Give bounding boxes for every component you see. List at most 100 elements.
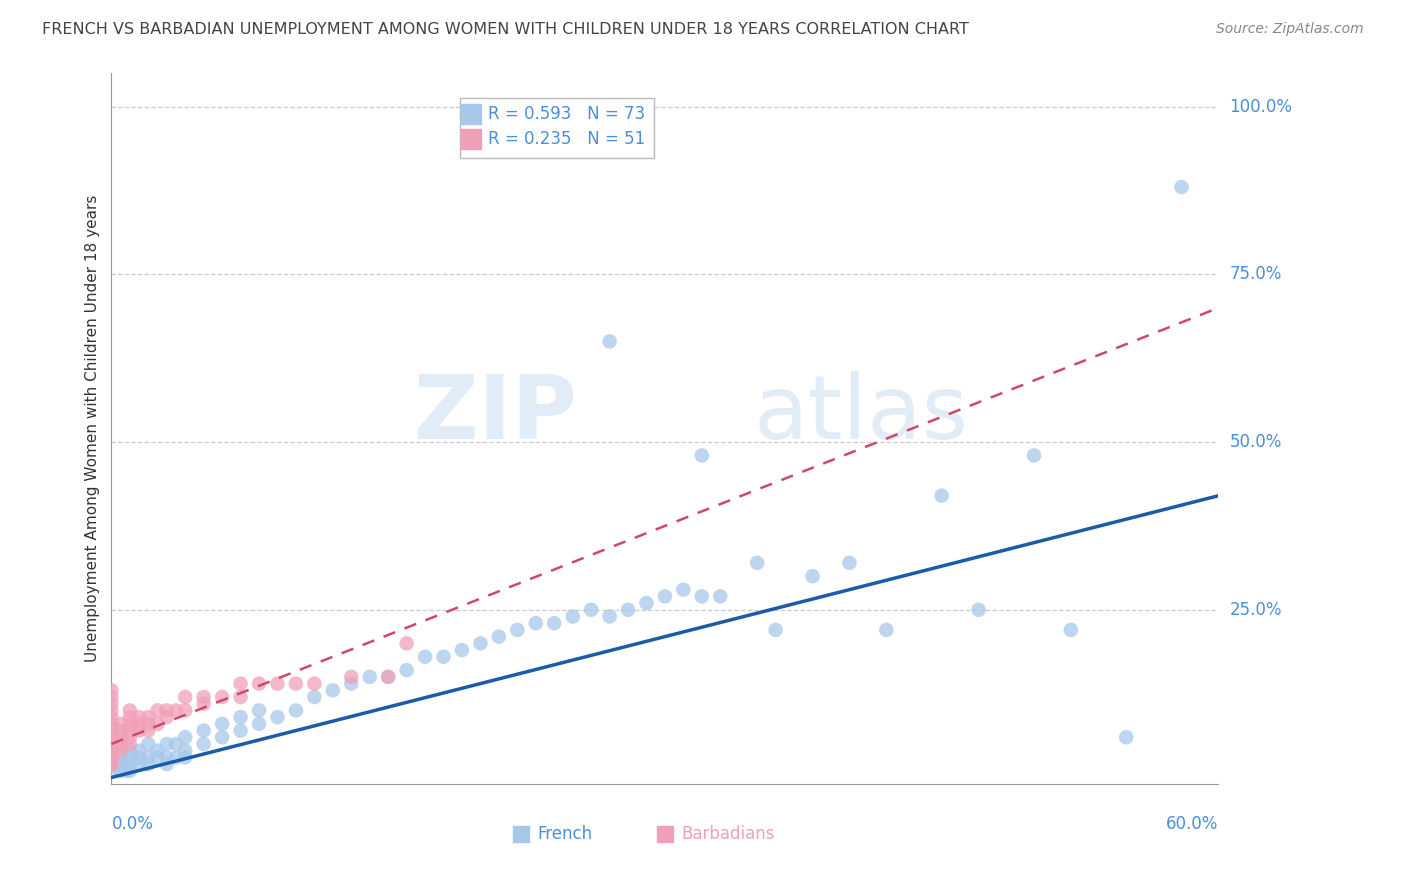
Point [247,716,270,731]
Point [110,723,132,738]
Point [413,649,436,664]
Point [165,703,187,717]
Point [266,710,288,724]
Text: Source: ZipAtlas.com: Source: ZipAtlas.com [1216,22,1364,37]
Point [359,670,381,684]
Point [174,690,197,704]
Point [156,737,179,751]
Text: 0.0%: 0.0% [111,814,153,833]
Point [690,590,713,604]
Point [801,569,824,583]
Point [118,716,141,731]
Point [100,750,122,764]
Point [100,757,122,772]
Point [146,744,169,758]
Point [229,723,252,738]
Point [284,703,307,717]
Point [211,690,233,704]
Point [599,334,621,349]
Point [100,744,122,758]
Text: 75.0%: 75.0% [1230,265,1282,284]
Point [690,449,713,463]
Point [304,690,326,704]
Point [146,703,169,717]
Point [284,676,307,690]
Point [100,690,122,704]
Point [100,731,122,745]
Point [193,697,215,711]
Point [110,744,132,758]
Point [118,723,141,738]
Point [128,744,150,758]
Point [165,750,187,764]
FancyBboxPatch shape [460,98,654,159]
Text: French: French [537,825,593,843]
Point [561,609,583,624]
Point [118,703,141,717]
Text: 50.0%: 50.0% [1230,433,1282,451]
Point [247,676,270,690]
Point [156,703,179,717]
Point [118,757,141,772]
Point [377,670,399,684]
Point [100,757,122,772]
Point [100,757,122,772]
Text: Barbadians: Barbadians [682,825,775,843]
Point [110,716,132,731]
Point [118,710,141,724]
Point [118,737,141,751]
Point [470,636,492,650]
Point [1022,449,1045,463]
Point [156,757,179,772]
Point [136,737,159,751]
Point [395,663,418,677]
Point [165,737,187,751]
Y-axis label: Unemployment Among Women with Children Under 18 years: Unemployment Among Women with Children U… [86,195,100,662]
Point [174,744,197,758]
Point [1115,731,1137,745]
Point [100,697,122,711]
Point [931,489,953,503]
Point [146,750,169,764]
Point [110,750,132,764]
Point [100,716,122,731]
Point [395,636,418,650]
Point [128,716,150,731]
Point [506,623,529,637]
Point [377,670,399,684]
Point [110,764,132,778]
Point [115,757,138,772]
Point [838,556,860,570]
Point [340,676,363,690]
Point [115,764,138,778]
Point [136,750,159,764]
Point [110,731,132,745]
Point [118,731,141,745]
Point [118,750,141,764]
Point [118,764,141,778]
Text: ZIP: ZIP [413,371,576,458]
Point [156,710,179,724]
Point [765,623,787,637]
Point [747,556,769,570]
Point [524,616,547,631]
Point [128,750,150,764]
Point [174,750,197,764]
Point [128,710,150,724]
Point [136,716,159,731]
Point [174,703,197,717]
Point [100,703,122,717]
Point [128,757,150,772]
Point [617,603,640,617]
Point [709,590,731,604]
Point [636,596,658,610]
Point [247,703,270,717]
Point [229,710,252,724]
Point [322,683,344,698]
Point [340,670,363,684]
Point [100,683,122,698]
Point [136,723,159,738]
Point [967,603,990,617]
Point [875,623,897,637]
Point [136,757,159,772]
